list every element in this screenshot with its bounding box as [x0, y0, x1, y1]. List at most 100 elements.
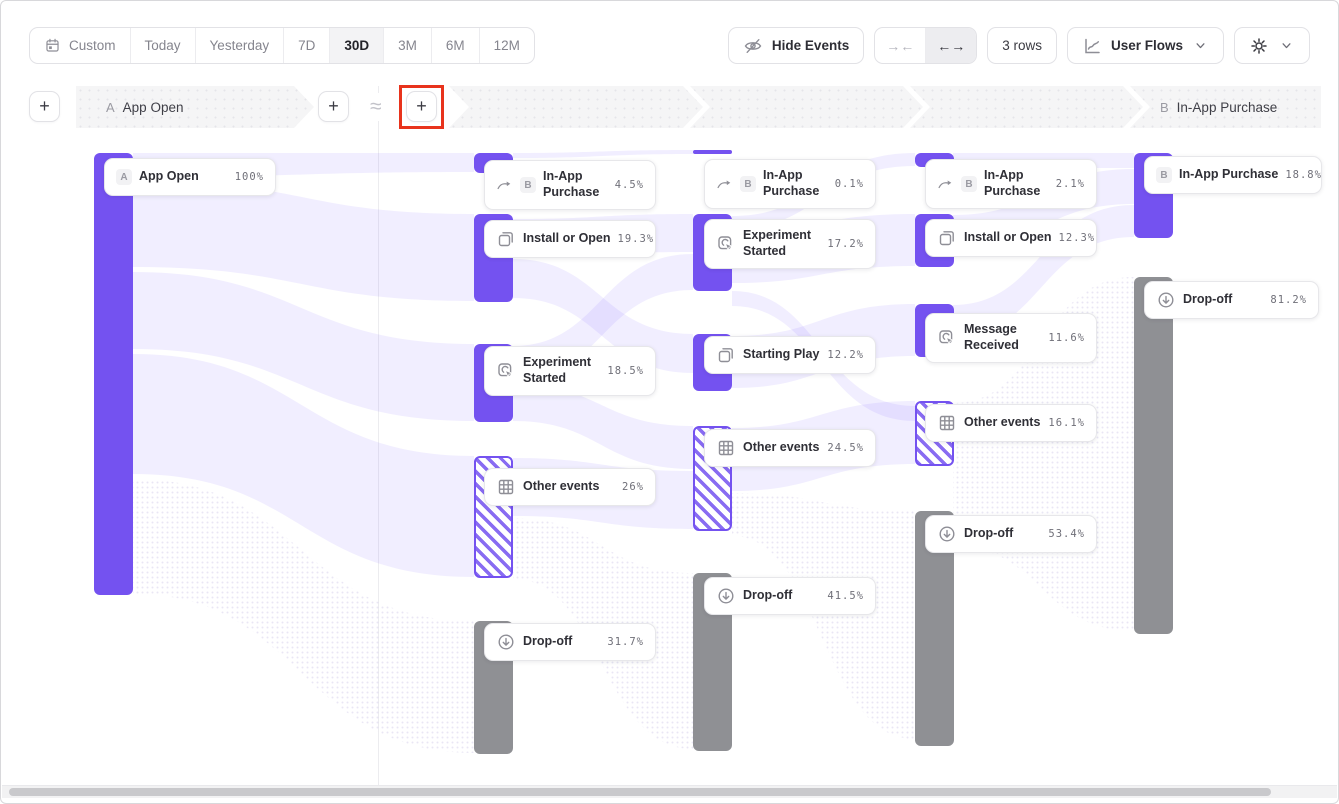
chart-type-dropdown[interactable]: User Flows: [1066, 27, 1224, 64]
node-value: 2.1%: [1055, 178, 1085, 190]
step-header-app-open[interactable]: A App Open: [76, 86, 314, 128]
step-b-badge: B: [961, 176, 977, 192]
flow-node-card-starting-play[interactable]: Starting Play 12.2%: [704, 336, 876, 374]
flow-node-card-other-events[interactable]: Other events 26%: [484, 468, 656, 506]
arrow-down-circle-icon: [939, 526, 955, 542]
node-value: 12.3%: [1058, 232, 1096, 244]
flow-bar-in-app-purchase[interactable]: [693, 150, 732, 154]
date-range-7d[interactable]: 7D: [283, 28, 329, 63]
horizontal-scrollbar-thumb[interactable]: [9, 788, 1271, 796]
approx-steps-indicator: ≈: [367, 93, 385, 121]
node-label: Other events: [523, 479, 600, 494]
node-value: 81.2%: [1270, 294, 1307, 306]
action-annotation-box: [399, 85, 444, 129]
node-value: 31.7%: [607, 636, 644, 648]
node-label: Starting Play: [743, 347, 820, 362]
add-between-steps-button[interactable]: +: [406, 91, 437, 122]
window-copy-icon: [939, 231, 954, 246]
step-header-between-1[interactable]: [449, 86, 703, 128]
node-value: 53.4%: [1048, 528, 1085, 540]
trend-arrow-icon: [497, 180, 511, 189]
date-range-30d[interactable]: 30D: [329, 28, 384, 63]
node-label: Other events: [743, 440, 820, 455]
add-step-after-a-button[interactable]: +: [318, 91, 349, 122]
node-value: 4.5%: [614, 179, 644, 191]
flow-node-card-drop-off[interactable]: Drop-off 53.4%: [925, 515, 1097, 553]
cursor-click-icon: [498, 363, 513, 379]
add-step-before-button[interactable]: +: [29, 91, 60, 122]
flow-node-card-message-received[interactable]: Message Received 11.6%: [925, 313, 1097, 363]
trend-arrow-icon: [938, 179, 952, 188]
step-b-badge: B: [1156, 167, 1172, 183]
rows-button[interactable]: 3 rows: [987, 27, 1057, 64]
rows-label: 3 rows: [1002, 38, 1042, 53]
step-header-in-app-purchase[interactable]: B In-App Purchase: [1130, 86, 1321, 128]
flow-node-card-in-app-purchase[interactable]: B In-App Purchase 2.1%: [925, 159, 1097, 209]
date-range-today[interactable]: Today: [129, 28, 195, 63]
node-value: 18.5%: [607, 365, 644, 377]
chart-type-label: User Flows: [1110, 38, 1183, 53]
date-range-yesterday[interactable]: Yesterday: [194, 28, 284, 63]
arrow-down-circle-icon: [1158, 292, 1174, 308]
node-label: Experiment Started: [523, 355, 592, 385]
node-label: In-App Purchase: [543, 169, 600, 199]
node-value: 17.2%: [827, 238, 864, 250]
expand-arrows-icon: ←→: [937, 37, 966, 54]
flow-node-card-other-events[interactable]: Other events 24.5%: [704, 429, 876, 467]
flow-node-card-drop-off[interactable]: Drop-off 41.5%: [704, 577, 876, 615]
date-range-custom[interactable]: Custom: [30, 28, 130, 63]
node-label: Drop-off: [1183, 292, 1233, 307]
flow-node-card-experiment-started[interactable]: Experiment Started 18.5%: [484, 346, 656, 396]
flow-node-card-other-events[interactable]: Other events 16.1%: [925, 404, 1097, 442]
hide-events-button[interactable]: Hide Events: [727, 27, 865, 64]
cursor-click-icon: [939, 330, 954, 346]
date-range-picker: Custom Today Yesterday 7D 30D 3M 6M 12M: [29, 27, 535, 64]
window-copy-icon: [718, 348, 733, 363]
date-range-3m[interactable]: 3M: [383, 28, 431, 63]
flow-node-card-in-app-purchase[interactable]: B In-App Purchase 18.8%: [1144, 156, 1322, 194]
step-label: In-App Purchase: [1176, 99, 1278, 115]
settings-dropdown[interactable]: [1234, 27, 1310, 64]
step-a-badge: A: [116, 169, 132, 185]
node-value: 18.8%: [1285, 169, 1322, 181]
node-label: Drop-off: [743, 588, 793, 603]
grid-icon: [939, 415, 955, 431]
flow-node-card-in-app-purchase[interactable]: B In-App Purchase 0.1%: [704, 159, 876, 209]
arrow-down-circle-icon: [718, 588, 734, 604]
node-value: 41.5%: [827, 590, 864, 602]
date-range-6m[interactable]: 6M: [430, 28, 479, 63]
steps-divider: [378, 86, 379, 785]
flow-node-card-drop-off[interactable]: Drop-off 81.2%: [1144, 281, 1319, 319]
node-label: Install or Open: [964, 230, 1052, 245]
plus-icon: +: [416, 96, 427, 116]
plus-icon: +: [328, 96, 339, 116]
window-copy-icon: [498, 232, 513, 247]
arrow-down-circle-icon: [498, 634, 514, 650]
step-b-badge: B: [740, 176, 756, 192]
toolbar: Custom Today Yesterday 7D 30D 3M 6M 12M …: [29, 27, 1310, 64]
plus-icon: +: [39, 96, 50, 116]
trend-arrow-icon: [717, 179, 731, 188]
date-range-12m[interactable]: 12M: [478, 28, 534, 63]
collapse-columns-button[interactable]: →←: [875, 28, 925, 63]
node-label: Message Received: [964, 322, 1019, 352]
step-b-badge: B: [520, 177, 536, 193]
expand-columns-button[interactable]: ←→: [925, 28, 977, 63]
node-value: 16.1%: [1048, 417, 1085, 429]
node-label: Experiment Started: [743, 228, 812, 258]
flow-node-card-app-open[interactable]: A App Open 100%: [104, 158, 276, 196]
flow-node-card-drop-off[interactable]: Drop-off 31.7%: [484, 623, 656, 661]
node-label: Drop-off: [964, 526, 1014, 541]
step-header-between-2[interactable]: [690, 86, 923, 128]
step-label: App Open: [122, 99, 184, 115]
node-label: In-App Purchase: [1179, 167, 1279, 182]
flow-node-card-experiment-started[interactable]: Experiment Started 17.2%: [704, 219, 876, 269]
flow-bar-drop-off[interactable]: [1134, 277, 1173, 634]
flow-node-card-install-or-open[interactable]: Install or Open 19.3%: [484, 220, 656, 258]
step-header-between-3[interactable]: [910, 86, 1143, 128]
flow-node-card-in-app-purchase[interactable]: B In-App Purchase 4.5%: [484, 160, 656, 210]
flow-node-card-install-or-open[interactable]: Install or Open 12.3%: [925, 219, 1097, 257]
node-value: 26%: [622, 481, 644, 493]
flow-bar-app-open[interactable]: [94, 153, 133, 595]
